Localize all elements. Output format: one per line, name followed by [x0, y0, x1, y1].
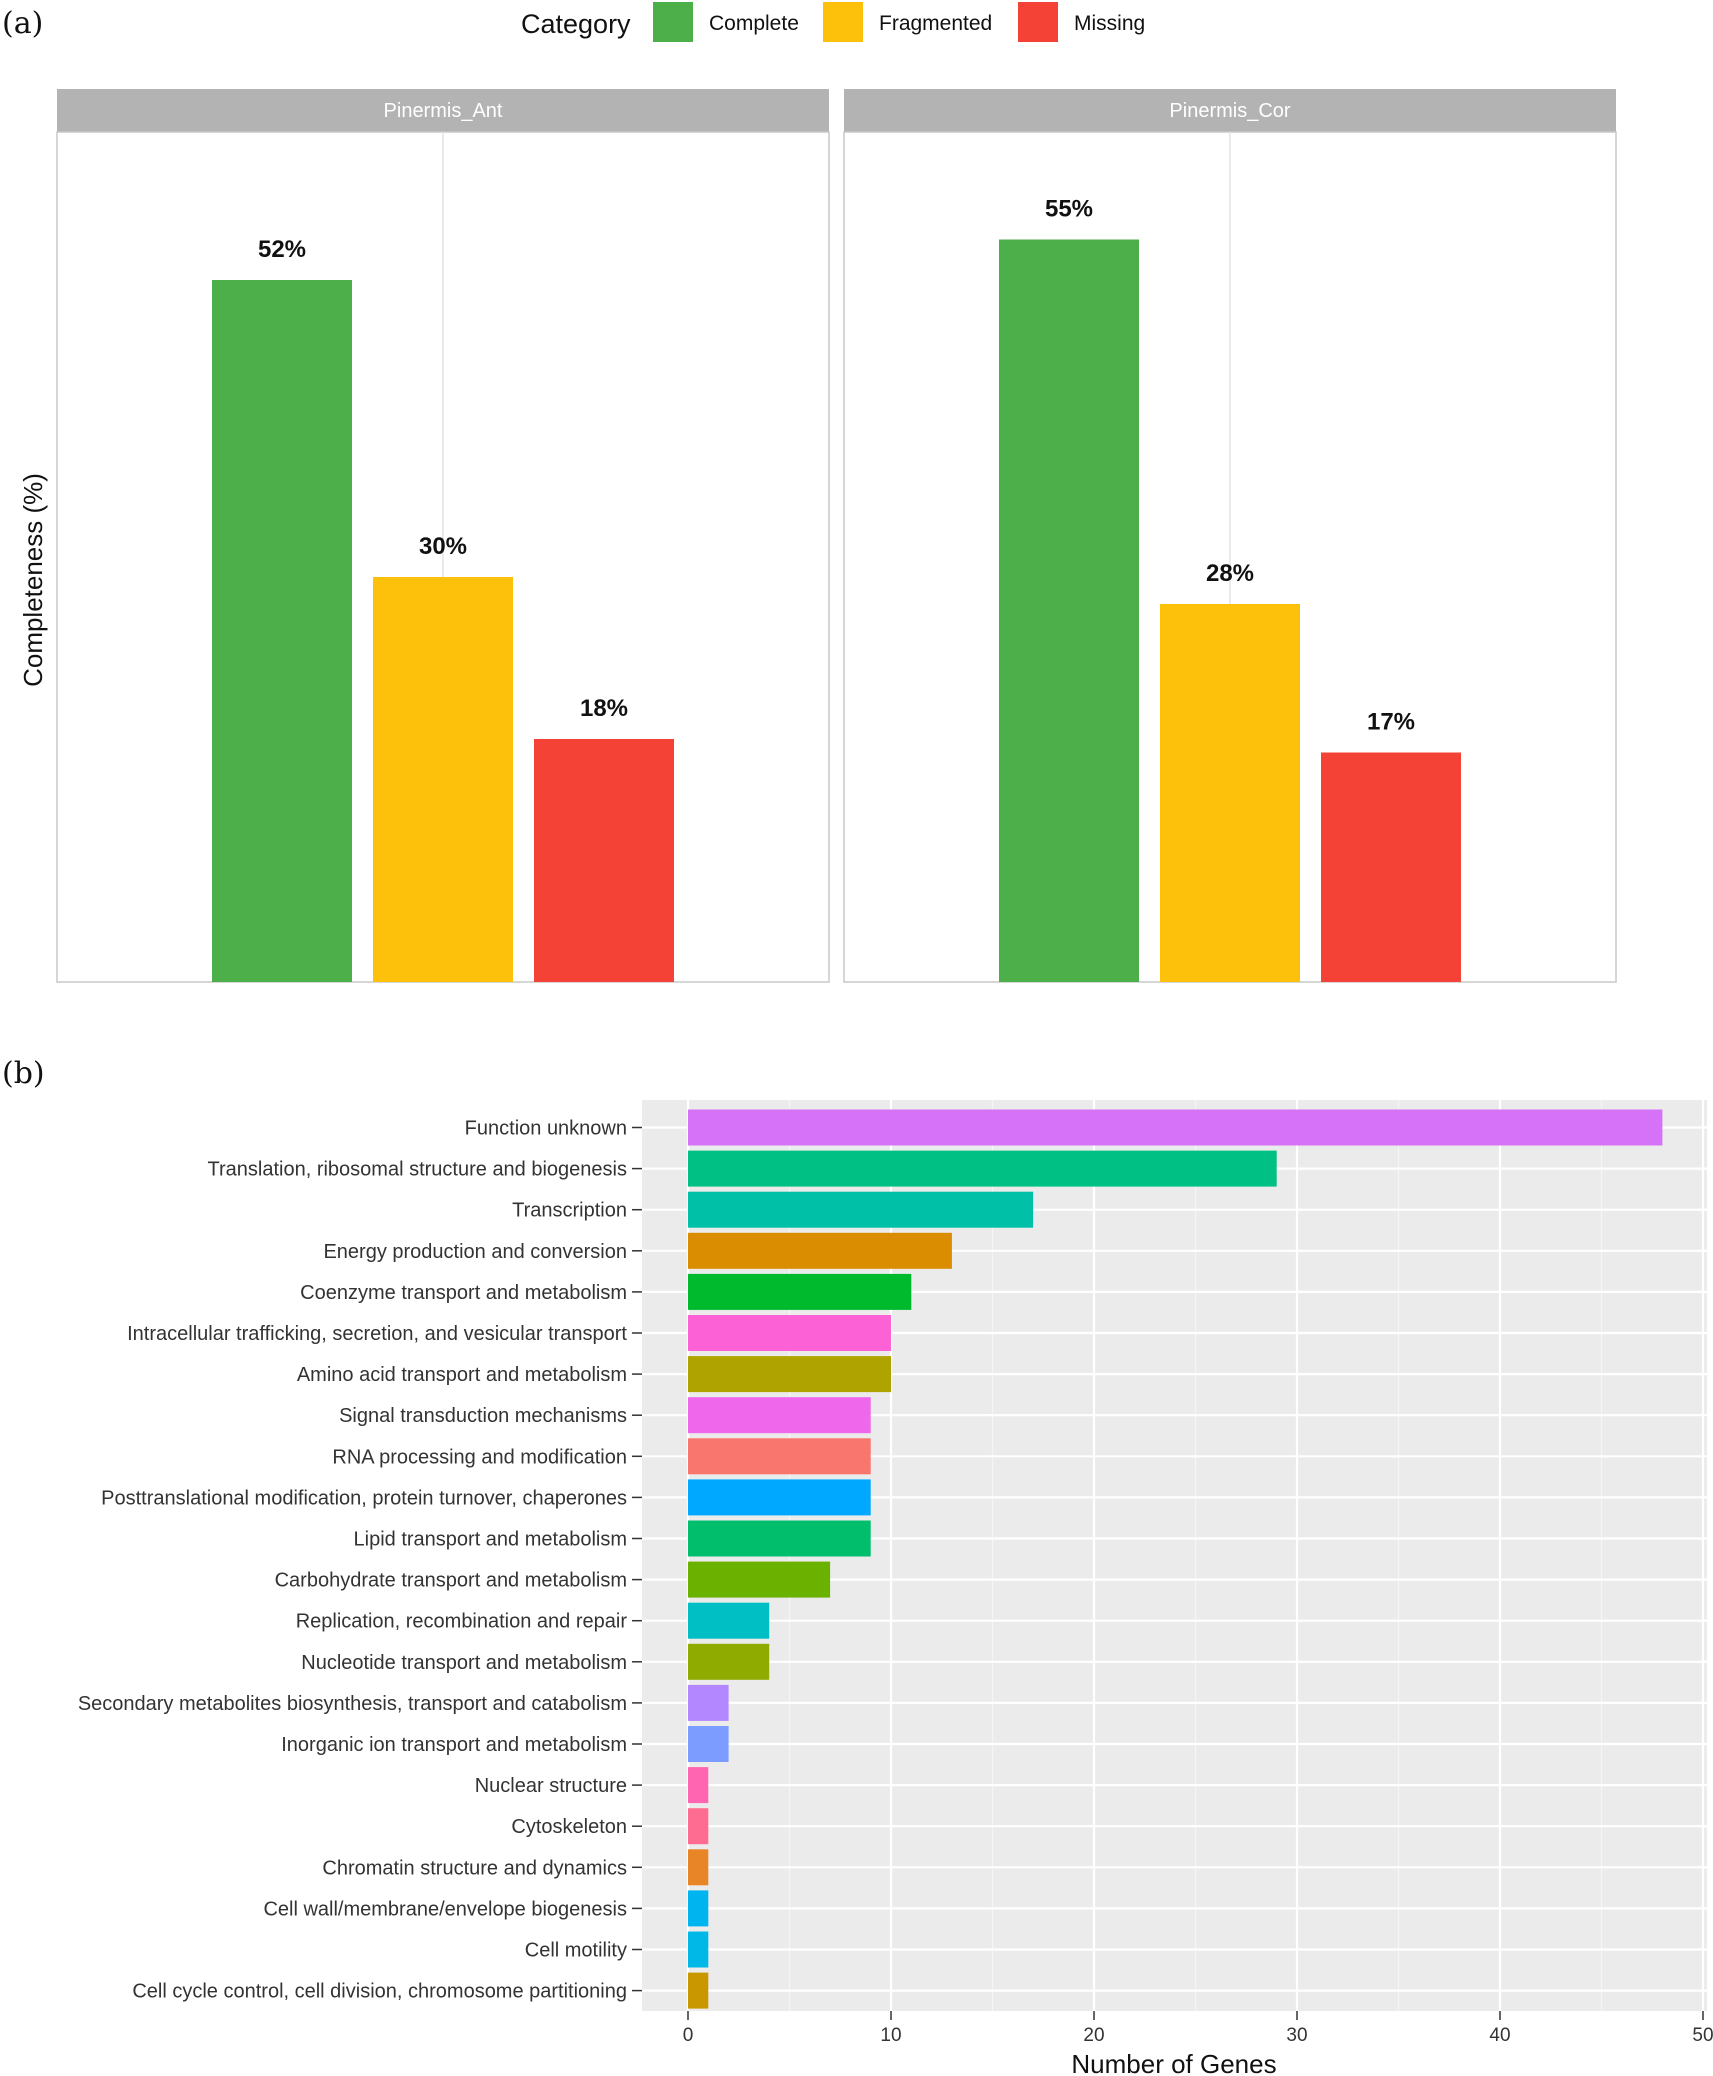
panel-b-tag: (b)	[2, 1056, 45, 1091]
category-label: Intracellular trafficking, secretion, an…	[127, 1323, 627, 1345]
category-label: Replication, recombination and repair	[296, 1611, 628, 1633]
facet-pinermis-ant: Pinermis_Ant 52% 30% 18%	[56, 89, 830, 983]
bar-fragmented-cor	[1160, 604, 1300, 982]
category-label: Cell wall/membrane/envelope biogenesis	[263, 1898, 627, 1920]
bar-category	[688, 1561, 831, 1598]
bar-label-missing-cor: 17%	[1367, 709, 1415, 736]
x-tick-label: 20	[1083, 2025, 1104, 2046]
facet-strip-ant	[57, 89, 829, 132]
x-tick-label: 40	[1489, 2025, 1510, 2046]
category-label: Cell motility	[525, 1940, 627, 1962]
bar-label-missing-ant: 18%	[580, 695, 628, 722]
category-label: Coenzyme transport and metabolism	[300, 1282, 627, 1304]
x-tick-label: 10	[880, 2025, 901, 2046]
legend-swatch-fragmented	[823, 2, 863, 42]
bar-category	[688, 1849, 709, 1886]
bar-category	[688, 1191, 1034, 1228]
bar-category	[688, 1931, 709, 1968]
category-label: Posttranslational modification, protein …	[101, 1487, 627, 1509]
bar-category	[688, 1643, 770, 1680]
facet-strip-cor	[844, 89, 1616, 132]
bar-label-fragmented-cor: 28%	[1206, 560, 1254, 587]
bar-label-fragmented-ant: 30%	[419, 533, 467, 560]
bar-category	[688, 1602, 770, 1639]
facet-title-ant: Pinermis_Ant	[384, 100, 503, 122]
category-label: Translation, ribosomal structure and bio…	[208, 1159, 627, 1181]
panel-b-chart: Function unknown Translation, ribosomal s…	[78, 1100, 1713, 2076]
legend: Category Complete Fragmented Missing	[521, 2, 1145, 42]
category-label: Cytoskeleton	[511, 1816, 627, 1838]
bar-category	[688, 1972, 709, 2009]
x-tick-label: 50	[1692, 2025, 1713, 2046]
legend-label-complete: Complete	[709, 12, 799, 35]
y-axis-title-a: Completeness (%)	[18, 473, 48, 687]
x-axis-title-b: Number of Genes	[1071, 2049, 1276, 2076]
bar-complete-cor	[999, 239, 1139, 982]
category-label: Signal transduction mechanisms	[339, 1405, 627, 1427]
bar-category	[688, 1726, 729, 1762]
bar-category	[688, 1438, 871, 1475]
legend-swatch-complete	[653, 2, 693, 42]
legend-title: Category	[521, 9, 631, 39]
category-label: Inorganic ion transport and metabolism	[281, 1734, 627, 1756]
bar-category	[688, 1356, 891, 1393]
bar-category	[688, 1520, 871, 1557]
category-label: Nucleotide transport and metabolism	[301, 1652, 627, 1674]
category-label: Amino acid transport and metabolism	[297, 1364, 627, 1386]
category-label: Cell cycle control, cell division, chrom…	[132, 1981, 627, 2003]
legend-label-fragmented: Fragmented	[879, 12, 992, 35]
bar-category	[688, 1890, 709, 1927]
bar-label-complete-cor: 55%	[1045, 196, 1093, 223]
category-label: RNA processing and modification	[332, 1446, 627, 1468]
bar-category	[688, 1315, 891, 1351]
bar-category	[688, 1273, 912, 1310]
category-label: Function unknown	[465, 1118, 627, 1140]
facet-pinermis-cor: Pinermis_Cor 55% 28% 17%	[843, 89, 1617, 983]
category-label: Chromatin structure and dynamics	[322, 1857, 627, 1879]
bar-category	[688, 1767, 709, 1804]
legend-label-missing: Missing	[1074, 12, 1145, 35]
category-label: Transcription	[512, 1200, 627, 1222]
category-label: Lipid transport and metabolism	[354, 1529, 627, 1551]
bar-missing-ant	[534, 739, 674, 982]
facet-title-cor: Pinermis_Cor	[1169, 100, 1290, 122]
bar-category	[688, 1232, 952, 1269]
x-tick-label: 30	[1286, 2025, 1307, 2046]
bar-missing-cor	[1321, 752, 1461, 982]
x-tick-label: 0	[683, 2025, 694, 2046]
category-label: Secondary metabolites biosynthesis, tran…	[78, 1693, 627, 1715]
bar-category	[688, 1479, 871, 1516]
panel-a-tag: (a)	[2, 6, 43, 41]
bar-category	[688, 1109, 1663, 1146]
category-label: Energy production and conversion	[323, 1241, 627, 1263]
bar-category	[688, 1684, 729, 1721]
bar-fragmented-ant	[373, 577, 513, 982]
category-label: Carbohydrate transport and metabolism	[275, 1570, 627, 1592]
bar-category	[688, 1808, 709, 1845]
bar-category	[688, 1150, 1277, 1187]
legend-swatch-missing	[1018, 2, 1058, 42]
bar-label-complete-ant: 52%	[258, 236, 306, 263]
category-label: Nuclear structure	[475, 1775, 627, 1797]
bar-complete-ant	[212, 280, 352, 982]
bar-category	[688, 1397, 871, 1434]
